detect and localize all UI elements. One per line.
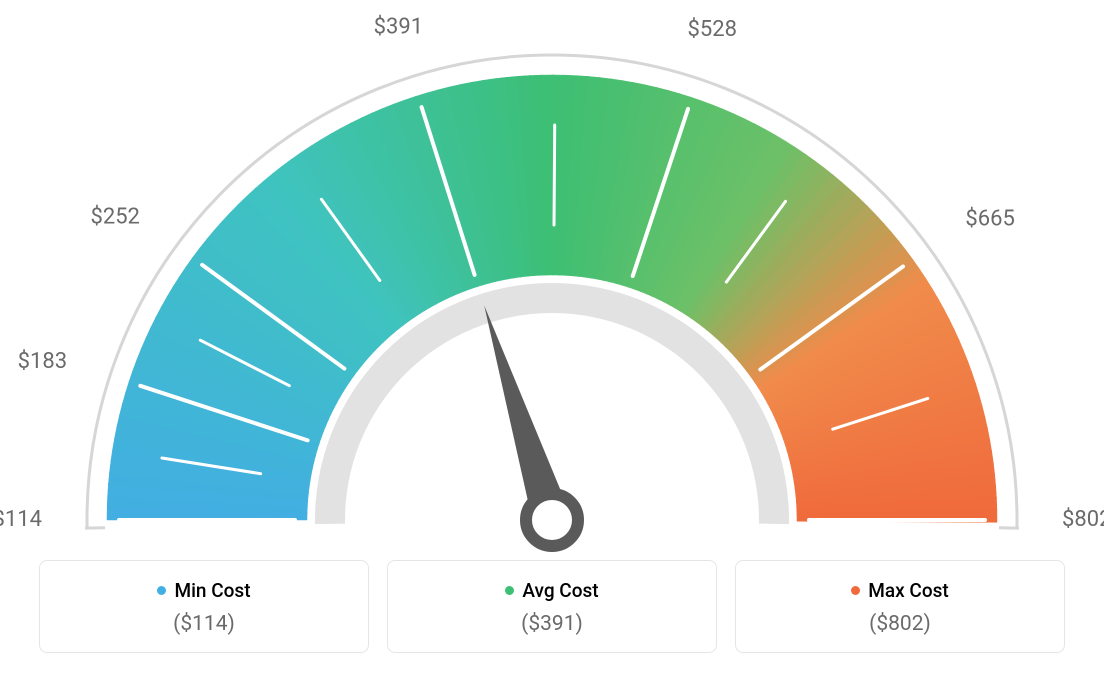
legend-card-min: Min Cost ($114) (39, 560, 369, 653)
svg-text:$391: $391 (374, 15, 423, 40)
svg-text:$802: $802 (1062, 507, 1104, 532)
legend-card-avg: Avg Cost ($391) (387, 560, 717, 653)
gauge-svg: $114 $183 $252 $391 $528 $665 $802 (0, 0, 1104, 560)
legend-dot-max (851, 586, 860, 595)
svg-text:$183: $183 (18, 349, 67, 374)
legend-value-min: ($114) (50, 612, 358, 636)
legend-row: Min Cost ($114) Avg Cost ($391) Max Cost… (0, 560, 1104, 653)
legend-card-max: Max Cost ($802) (735, 560, 1065, 653)
legend-label-min: Min Cost (174, 579, 250, 602)
svg-text:$665: $665 (965, 206, 1014, 231)
legend-dot-min (157, 586, 166, 595)
legend-label-max: Max Cost (868, 579, 948, 602)
legend-value-max: ($802) (746, 612, 1054, 636)
legend-title-max: Max Cost (851, 579, 948, 602)
svg-text:$528: $528 (688, 17, 737, 42)
legend-title-min: Min Cost (157, 579, 250, 602)
legend-dot-avg (505, 586, 514, 595)
svg-text:$252: $252 (90, 204, 139, 229)
gauge-chart: $114 $183 $252 $391 $528 $665 $802 (0, 0, 1104, 560)
svg-text:$114: $114 (0, 507, 42, 532)
legend-label-avg: Avg Cost (522, 579, 598, 602)
legend-value-avg: ($391) (398, 612, 706, 636)
legend-title-avg: Avg Cost (505, 579, 598, 602)
